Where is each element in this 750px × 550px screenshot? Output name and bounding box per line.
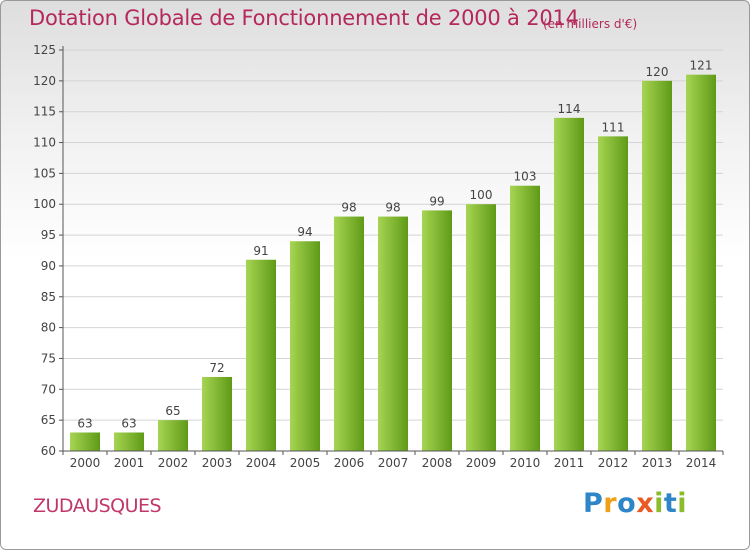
y-tick-label-105: 105	[33, 166, 56, 180]
y-tick-label-115: 115	[33, 105, 56, 119]
value-label-2006: 98	[341, 201, 356, 215]
x-tick-label-2004: 2004	[246, 456, 277, 470]
y-tick-label-120: 120	[33, 74, 56, 88]
bar-2006	[334, 216, 364, 451]
value-label-2014: 121	[690, 59, 713, 73]
value-label-2004: 91	[253, 244, 268, 258]
bar-2005	[290, 241, 320, 451]
value-label-2009: 100	[470, 188, 493, 202]
bar-2000	[70, 432, 100, 451]
x-tick-label-2010: 2010	[510, 456, 541, 470]
y-tick-label-95: 95	[41, 228, 56, 242]
chart-title: Dotation Globale de Fonctionnement de 20…	[29, 6, 579, 30]
value-label-2001: 63	[121, 416, 136, 430]
x-tick-label-2002: 2002	[158, 456, 189, 470]
bar-2003	[202, 376, 232, 451]
x-tick-label-2012: 2012	[598, 456, 629, 470]
logo-letter: P	[583, 488, 604, 519]
x-tick-label-2011: 2011	[554, 456, 585, 470]
value-label-2007: 98	[385, 201, 400, 215]
value-label-2008: 99	[429, 194, 444, 208]
x-tick-label-2006: 2006	[334, 456, 365, 470]
commune-name: ZUDAUSQUES	[33, 495, 162, 517]
value-label-2000: 63	[77, 416, 92, 430]
y-tick-label-85: 85	[41, 290, 56, 304]
axes: 60 65 70 75 80 85 90 95 100 105 110 115 120 125 2000 20…	[33, 43, 724, 470]
y-tick-label-60: 60	[41, 444, 56, 458]
bar-2008	[422, 210, 452, 451]
y-tick-label-90: 90	[41, 259, 56, 273]
x-tick-label-2005: 2005	[290, 456, 321, 470]
y-tick-label-65: 65	[41, 413, 56, 427]
value-label-2010: 103	[514, 170, 537, 184]
bar-2011	[554, 117, 584, 451]
x-tick-label-2003: 2003	[202, 456, 233, 470]
value-label-2011: 114	[558, 102, 581, 116]
x-tick-label-2013: 2013	[642, 456, 673, 470]
bar-2012	[598, 136, 628, 451]
logo-letter: i	[654, 488, 664, 519]
value-label-2012: 111	[602, 120, 625, 134]
bar-2010	[510, 185, 540, 451]
logo-letter: t	[663, 488, 678, 519]
bar-2007	[378, 216, 408, 451]
logo-letter: r	[603, 488, 618, 519]
bar-2014	[686, 74, 716, 451]
x-tick-label-2000: 2000	[70, 456, 101, 470]
x-tick-label-2014: 2014	[686, 456, 717, 470]
value-label-2002: 65	[165, 404, 180, 418]
y-tick-label-80: 80	[41, 321, 56, 335]
x-tick-label-2001: 2001	[114, 456, 145, 470]
chart-subtitle: (en milliers d'€)	[543, 17, 638, 31]
y-tick-label-125: 125	[33, 43, 56, 57]
x-tick-label-2007: 2007	[378, 456, 409, 470]
proxiti-logo[interactable]: Proxiti	[583, 488, 687, 519]
y-tick-label-70: 70	[41, 382, 56, 396]
bar-2009	[466, 204, 496, 451]
bar-2004	[246, 259, 276, 451]
y-tick-label-75: 75	[41, 351, 56, 365]
bar-2013	[642, 80, 672, 451]
logo-letter: o	[617, 488, 637, 519]
x-tick-label-2008: 2008	[422, 456, 453, 470]
y-tick-label-100: 100	[33, 197, 56, 211]
value-label-2005: 94	[297, 225, 312, 239]
bars: 63 63 65 72 91 94 98 98 99 100 103 114 111 120 121	[70, 59, 716, 451]
value-label-2003: 72	[209, 361, 224, 375]
bar-2002	[158, 420, 188, 451]
y-tick-label-110: 110	[33, 136, 56, 150]
value-label-2013: 120	[646, 65, 669, 79]
logo-letter: i	[677, 488, 688, 519]
x-tick-label-2009: 2009	[466, 456, 497, 470]
bar-2001	[114, 432, 144, 451]
logo-letter: x	[636, 488, 655, 519]
